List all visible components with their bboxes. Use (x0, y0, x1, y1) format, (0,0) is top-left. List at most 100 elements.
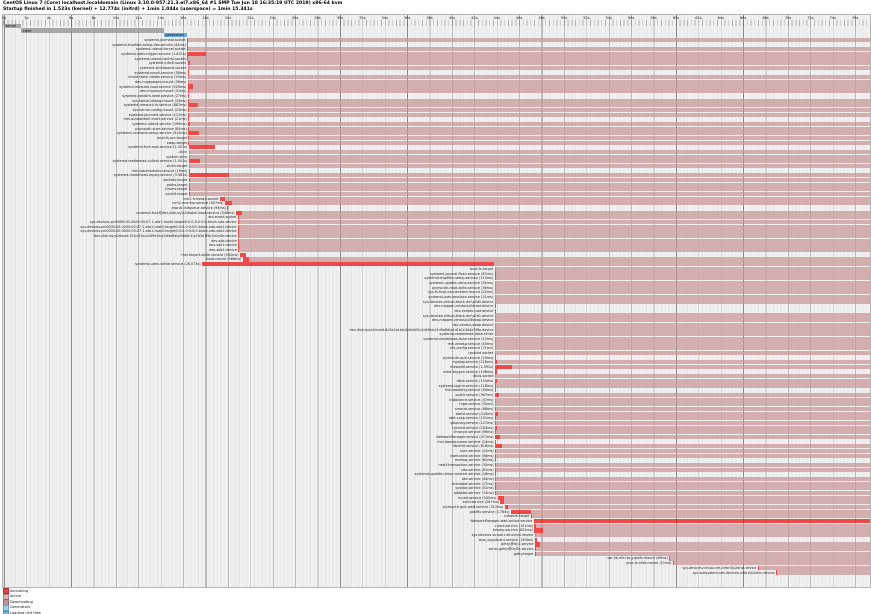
unit-row: tuned.service (545ms) (3, 495, 870, 500)
unit-label: systemd-user-sessions.service (31ms) (428, 294, 494, 299)
unit-row: oddjobd.service (74ms) (3, 490, 870, 496)
legend-label: Deactivating (10, 599, 33, 604)
unit-row: smartd.service (88ms) (3, 406, 870, 412)
axis-tick-label: 16s (180, 15, 187, 20)
active-bar (238, 229, 870, 234)
active-bar (495, 294, 870, 299)
active-bar (497, 425, 870, 430)
unit-row: sys-fs-fuse-connections.mount (22ms) (3, 290, 870, 295)
active-bar (543, 528, 870, 533)
active-bar (496, 378, 870, 383)
active-bar (190, 121, 870, 127)
unit-label: smartd.service (88ms) (455, 406, 494, 411)
unit-row: polkit.service (367ms) (3, 392, 870, 398)
active-bar (188, 89, 870, 94)
active-bar (500, 434, 870, 440)
activating-bar (495, 486, 496, 491)
active-bar (188, 107, 870, 113)
axis-tick-label: 24s (269, 15, 276, 20)
activating-bar (238, 233, 239, 239)
active-bar (238, 219, 870, 225)
axis-tick-label: 6s (69, 15, 74, 20)
unit-row: rhel-autorelabel-mark.service (21ms) (3, 117, 870, 122)
unit-label: nfs-config.service (71ms) (450, 346, 494, 351)
legend-label: Loading unit files (10, 610, 41, 614)
active-bar (189, 187, 870, 192)
activating-bar (494, 411, 498, 416)
unit-label: systemd-tmpfiles-setup-dev.service (44ms… (112, 42, 186, 47)
activating-bar (494, 294, 496, 299)
activating-bar (511, 509, 531, 514)
unit-label: atd.service (44ms) (461, 477, 494, 482)
activating-bar (494, 266, 496, 271)
unit-row: swap.target (3, 140, 870, 145)
activating-bar (494, 336, 496, 341)
active-bar (496, 490, 870, 496)
active-bar (495, 318, 870, 323)
unit-row: vdo.service (81ms) (3, 467, 870, 472)
unit-row: systemd-vconsole-setup.service (914ms) (3, 131, 870, 136)
activating-bar (189, 182, 190, 187)
activating-bar (187, 93, 189, 99)
unit-label: plymouth-quit.service (29ms) (442, 355, 494, 360)
unit-label: systemd-tmpfiles-setup.service (113ms) (424, 276, 494, 281)
activating-bar (494, 322, 496, 327)
unit-label: slices.target (166, 164, 188, 169)
unit-row: sys-devices-pci0000:00-0000:00:07.1-ata1… (3, 229, 870, 234)
activating-bar (188, 98, 189, 103)
unit-label: systemd-logind.service (118ms) (438, 383, 494, 388)
active-bar (238, 248, 870, 253)
unit-row: plymouth-quit-wait.service (312ms) (3, 504, 870, 510)
unit-label: sysstat.service (52ms) (455, 486, 494, 491)
activating-bar (500, 500, 504, 505)
unit-label: systemd-udevd.service (196ms) (132, 122, 187, 126)
unit-label: sys-devices-virtual-net-virbr0.device (471, 533, 534, 538)
activating-bar (188, 107, 189, 113)
activating-bar (495, 481, 496, 486)
unit-label: sys-fs-fuse-connections.mount (22ms) (428, 290, 494, 295)
activating-bar (188, 173, 229, 178)
unit-label: network.target (504, 514, 530, 519)
unit-label: systemd-fsck-root.service (2.347s) (128, 145, 188, 150)
unit-row: -.slice (3, 149, 870, 155)
active-bar (669, 556, 870, 561)
unit-row: sys-kernel-debug.mount (33ms) (3, 98, 870, 103)
axis-tick-label: 66s (740, 15, 747, 20)
axis-tick-label: 50s (560, 15, 568, 20)
unit-row: rhel-loadmodules.service (19ms) (3, 168, 870, 173)
unit-row: systemd-random-seed.service (27ms) (3, 93, 870, 99)
activating-bar (494, 308, 496, 313)
unit-row: chronyd.service (96ms) (3, 430, 870, 435)
unit-row: systemd-fsck-root.service (2.347s) (3, 145, 870, 150)
activating-bar (535, 551, 536, 556)
unit-label: systemd-udevd-control.socket (134, 56, 186, 61)
legend-swatch (3, 610, 10, 614)
activating-bar (189, 187, 190, 192)
unit-label: kernel (5, 23, 16, 28)
unit-row: sshd-keygen.service (196ms) (3, 369, 870, 374)
unit-row: dev-mapper-centos\x2dswap.device (3, 318, 870, 323)
activating-bar (187, 70, 189, 75)
unit-row: lvm2-monitor.service (627ms) (3, 201, 870, 206)
activating-bar (494, 313, 496, 318)
unit-label: systemd-readahead-collect.service (1.041… (112, 159, 188, 164)
axis-tick-label: 2s (24, 15, 29, 20)
unit-label: systemd-random-seed.service (27ms) (121, 93, 187, 98)
unit-label: libvirtd.service (618ms) (453, 444, 494, 449)
activating-bar (534, 532, 536, 538)
unit-label: ksmtuned.service (56ms) (450, 453, 494, 458)
unit-label: brandbot.service (27ms) (451, 481, 494, 486)
activating-bar (187, 75, 189, 80)
unit-row: postfix.service (1.784s) (3, 509, 870, 514)
active-bar (198, 131, 870, 136)
active-bar (758, 565, 870, 570)
activating-bar (187, 79, 189, 84)
unit-row: systemd-fsck@dev-disk-by\x2dlabel-boot.s… (3, 210, 870, 215)
unit-row: systemd-udev-trigger.service (1.621s) (3, 51, 870, 57)
active-bar (205, 51, 870, 56)
active-bar (496, 420, 870, 426)
axis-tick-label: 42s (471, 15, 478, 20)
axis-tick-label: 40s (448, 15, 456, 20)
activating-bar (495, 476, 496, 482)
active-bar (497, 411, 870, 416)
